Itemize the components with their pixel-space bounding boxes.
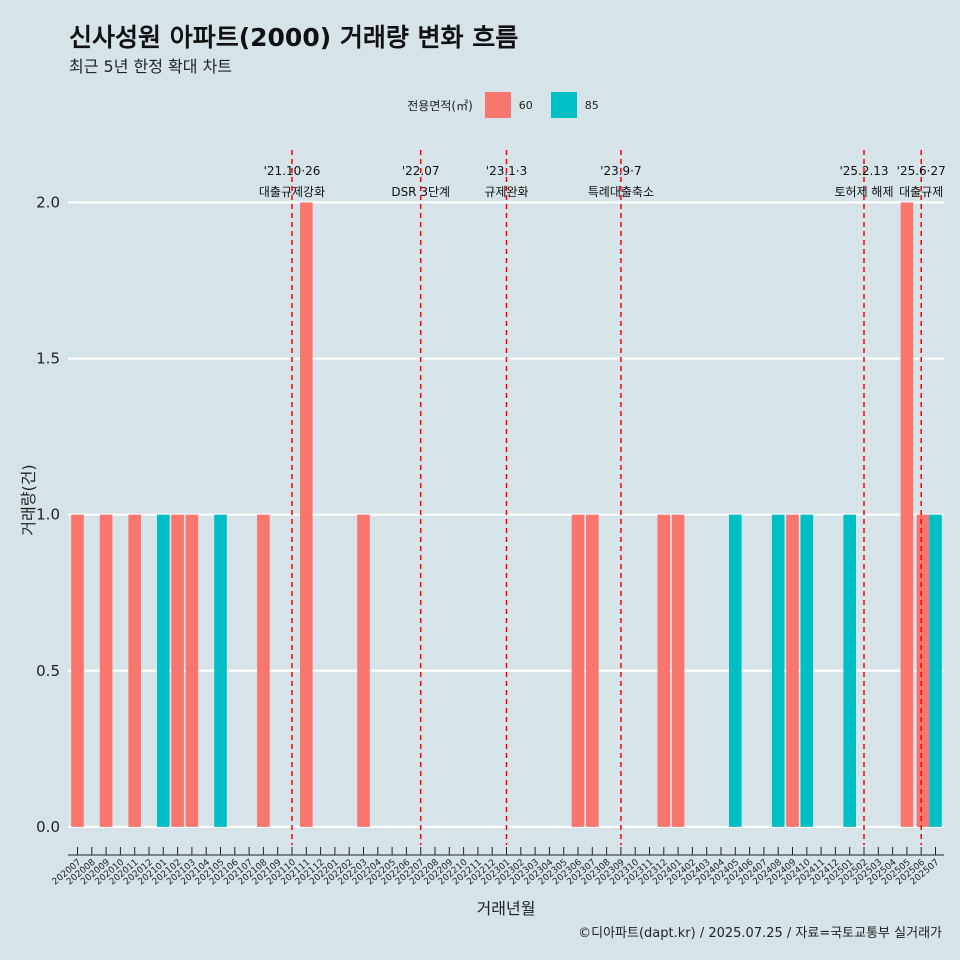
chart-subtitle: 최근 5년 한정 확대 차트 (69, 57, 233, 76)
bar-202408-85 (771, 514, 785, 827)
bar-202505-60 (900, 202, 914, 827)
bar-202007-60 (71, 514, 84, 827)
legend-label-60: 60 (518, 98, 533, 112)
bar-202409-60 (786, 514, 799, 827)
bar-202405-85 (729, 514, 742, 827)
bar-202203-60 (357, 514, 370, 827)
bar-202507-85 (929, 514, 942, 827)
y-tick-label: 1.5 (36, 350, 60, 368)
bar-202410-85 (800, 514, 814, 827)
event-date-202301: '23.1·3 (486, 164, 527, 178)
bar-202101-85 (157, 514, 170, 827)
bar-202108-60 (257, 514, 270, 827)
event-label-202207: DSR 3단계 (391, 185, 450, 199)
y-axis-title: 거래량(건) (19, 464, 38, 535)
legend-swatch-60 (484, 92, 511, 118)
legend-swatch-85 (550, 92, 577, 118)
bar-202011-60 (128, 514, 141, 827)
chart-title: 신사성원 아파트(2000) 거래량 변화 흐름 (69, 23, 519, 52)
bar-202102-60 (171, 514, 184, 827)
x-axis-title: 거래년월 (477, 899, 536, 918)
source-caption: ©디아파트(dapt.kr) / 2025.07.25 / 자료=국토교통부 실… (578, 926, 942, 941)
event-label-202506: 대출규제 (899, 185, 943, 199)
event-date-202110: '21.10·26 (264, 164, 321, 178)
legend: 전용면적(㎡) 60 85 (0, 92, 960, 118)
event-label-202309: 특례대출축소 (588, 185, 654, 199)
bar-202306-60 (571, 514, 585, 827)
event-date-202309: '23.9·7 (600, 164, 641, 178)
event-label-202301: 규제완화 (484, 185, 528, 199)
y-tick-label: 0.5 (36, 662, 60, 680)
bar-202105-85 (214, 514, 227, 827)
bar-202009-60 (99, 514, 113, 827)
bar-202501-85 (843, 514, 856, 827)
bar-202111-60 (300, 202, 313, 827)
y-tick-label: 0.0 (36, 818, 60, 836)
event-date-202207: '22.07 (402, 164, 440, 178)
legend-label-85: 85 (584, 98, 599, 112)
bar-202312-60 (657, 514, 671, 827)
y-tick-label: 1.0 (36, 506, 60, 524)
bar-202307-60 (586, 514, 599, 827)
event-label-202110: 대출규제강화 (259, 185, 325, 199)
bar-202401-60 (671, 514, 685, 827)
event-date-202502: '25.2.13 (839, 164, 888, 178)
legend-title: 전용면적(㎡) (407, 98, 473, 113)
event-date-202506: '25.6·27 (897, 164, 946, 178)
y-tick-label: 2.0 (36, 193, 60, 211)
bar-202103-60 (185, 514, 199, 827)
bar-202507-60 (916, 514, 930, 827)
event-label-202502: 토허제 해제 (834, 185, 893, 199)
